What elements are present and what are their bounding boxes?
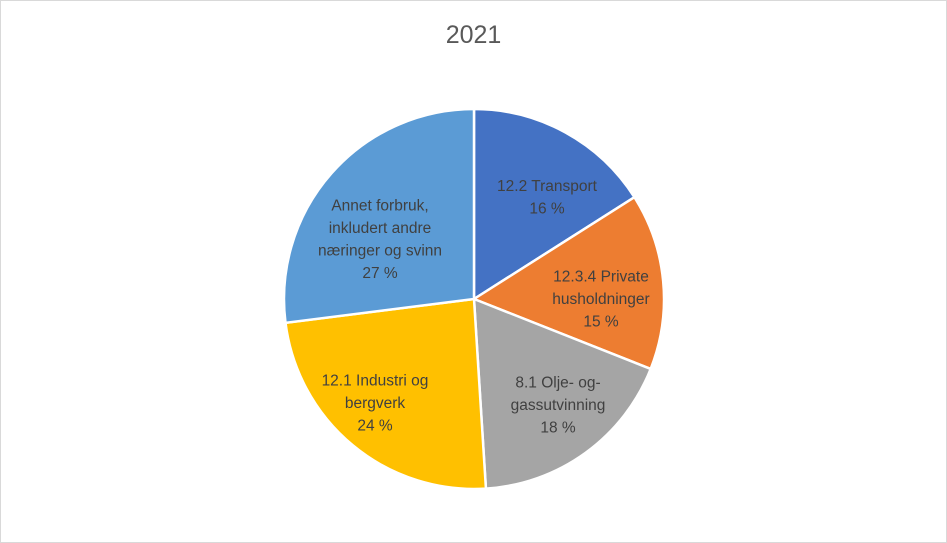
slice-label-line: 18 % [540,420,576,437]
slice-label-line: 8.1 Olje- og- [515,375,600,392]
slice-label-2: 8.1 Olje- og-gassutvinning 18 % [511,375,606,437]
slice-label-0: 12.2 Transport 16 % [497,178,598,218]
slice-label-4: Annet forbruk, inkludert andre næringer og… [318,197,442,282]
slice-label-line: næringer og svinn [318,242,442,259]
pie-slice-0 [472,107,637,302]
slice-label-line: husholdninger [552,291,649,308]
slice-label-3: 12.1 Industri og bergverk 24 % [322,373,429,435]
pie-slice-2 [472,297,653,490]
pie-slice-3 [284,297,488,491]
slice-label-line: inkludert andre [329,220,432,237]
slice-label-line: 12.2 Transport [497,178,598,195]
slice-label-line: gassutvinning [511,397,606,414]
slice-label-line: 12.1 Industri og [322,373,429,390]
slice-label-line: 16 % [529,200,565,217]
slice-label-line: 12.3.4 Private [553,269,649,286]
slice-label-line: bergverk [345,395,406,412]
pie-slice-1 [471,195,666,371]
chart-title: 2021 [445,21,502,49]
slice-label-line: 27 % [362,265,398,282]
slice-label-line: Annet forbruk, [331,197,428,214]
slice-label-1: 12.3.4 Private husholdninger 15 % [552,269,649,331]
pie-slice-4 [282,107,476,325]
slice-label-line: 15 % [583,314,619,331]
slice-label-line: 24 % [357,418,393,435]
